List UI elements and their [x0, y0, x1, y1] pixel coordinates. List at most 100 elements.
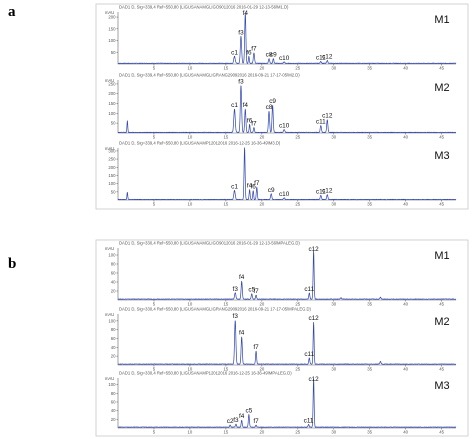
panel-a-trace-m2-y-tick-label: 200 — [108, 91, 116, 96]
panel-a-trace-m1-x-tick-label: 30 — [331, 66, 336, 71]
panel-b-trace-m2-sample-label: M2 — [434, 316, 449, 328]
panel-a-trace-m2-x-tick-label: 15 — [223, 135, 228, 140]
panel-a-trace-m3-y-tick-label: 300 — [108, 148, 116, 153]
panel-a-trace-m3-peak-c9: c9 — [268, 187, 275, 194]
panel-a-trace-m2-y-tick-label: 100 — [108, 111, 116, 116]
panel-b-trace-m3-y-tick-label: 60 — [111, 400, 116, 405]
panel-a-trace-m2-y-tick-label: 250 — [108, 81, 116, 86]
panel-a-trace-m1-peak-c8: c8 — [266, 52, 273, 59]
panel-b-trace-m1-peak-f3: f3 — [233, 286, 239, 293]
panel-b-trace-m2-x-tick-label: 20 — [259, 367, 264, 372]
panel-a-trace-m1-header: DAD1 D, Sig=339,4 Ref=550,80 (LIGUSANAMG… — [119, 5, 289, 10]
panel-b-trace-m3-peak-c2: c2 — [227, 418, 234, 425]
panel-b-trace-m3-sample-label: M3 — [434, 380, 449, 392]
panel-b-trace-m1-y-tick-label: 80 — [111, 262, 116, 267]
panel-a-trace-m3-x-tick-label: 30 — [331, 202, 336, 207]
panel-a-trace-m2-y-tick-label: 150 — [108, 101, 116, 106]
panel-b-trace-m2-y-tick-label: 20 — [111, 354, 116, 359]
panel-b-trace-m1-y-unit: mAU — [105, 246, 114, 251]
panel-b-trace-m1-x-tick-label: 25 — [295, 302, 300, 307]
panel-a-trace-m2-x-tick-label: 35 — [367, 135, 372, 140]
panel-b-trace-m3-y-tick-label: 40 — [111, 408, 116, 413]
panel-a-trace-m3-peak-c11: c11 — [316, 188, 326, 195]
panel-a-trace-m1-peak-c1: c1 — [231, 49, 238, 56]
panel-b-trace-m2-peak-f3: f3 — [233, 313, 239, 320]
panel-b-trace-m3-peak-c12: c12 — [308, 376, 319, 383]
panel-a-trace-m3-y-tick-label: 250 — [108, 157, 116, 162]
panel-b-trace-m3-x-tick-label: 30 — [331, 430, 336, 435]
panel-b-trace-m3-y-tick-label: 100 — [108, 382, 116, 387]
panel-b-trace-m2-x-tick-label: 30 — [331, 367, 336, 372]
panel-a-trace-m3-y-tick-label: 100 — [108, 181, 116, 186]
panel-b-trace-m3-y-unit: mAU — [105, 376, 114, 381]
panel-a-trace-m1-x-tick-label: 10 — [188, 66, 193, 71]
panel-a-trace-m2-peak-c12: c12 — [322, 113, 333, 120]
panel-a-trace-m1-y-unit: mAU — [105, 10, 114, 15]
panel-a-trace-m3-y-unit: mAU — [105, 146, 114, 151]
panel-b-trace-m1-y-tick-label: 40 — [111, 280, 116, 285]
panel-b-trace-m2-y-tick-label: 80 — [111, 327, 116, 332]
panel-b-trace-m2-y-tick-label: 60 — [111, 336, 116, 341]
panel-a-trace-m2-header: DAD1 D, Sig=339,4 Ref=550,80 (LIGUSANAMG… — [119, 73, 300, 78]
panel-b-trace-m1-peak-f7: f7 — [253, 288, 259, 295]
panel-a-trace-m2-x-tick-label: 25 — [295, 135, 300, 140]
panel-a-trace-m2-axes — [117, 80, 456, 134]
panel-b-trace-m2-y-tick-label: 100 — [108, 318, 116, 323]
panel-a-trace-m1-y-tick-label: 100 — [108, 38, 116, 43]
panel-b-trace-m2-x-tick-label: 35 — [367, 367, 372, 372]
panel-b-trace-m1-x-tick-label: 10 — [188, 302, 193, 307]
panel-b-trace-m1-peak-c11: c11 — [304, 286, 314, 293]
panel-b-trace-m3-x-tick-label: 40 — [403, 430, 408, 435]
panel-a-trace-m3-x-tick-label: 35 — [367, 202, 372, 207]
panel-b-trace-m1-header: DAD1 D, Sig=330,4 Ref=550,80 (LIGUSANAMG… — [119, 241, 300, 246]
panel-b-trace-m2-x-tick-label: 25 — [295, 367, 300, 372]
panel-a-trace-m1-peak-f4: f4 — [243, 10, 249, 17]
panel-a-trace-m3-peak-c12: c12 — [322, 188, 333, 195]
panel-a-trace-m2-peak-f6: f6 — [247, 118, 253, 125]
panel-a-trace-m3-peak-c1: c1 — [231, 184, 238, 191]
panel-a-trace-m1-axes — [117, 12, 456, 65]
panel-a-trace-m1-x-tick-label: 40 — [403, 66, 408, 71]
panel-a-trace-m1-x-tick-label: 20 — [259, 66, 264, 71]
panel-b-trace-m3-y-tick-label: 20 — [111, 417, 116, 422]
panel-a-trace-m3-y-tick-label: 50 — [111, 189, 116, 194]
panel-a-trace-m3-sample-label: M3 — [434, 150, 449, 162]
panel-b-trace-m1-signal — [117, 250, 457, 300]
panel-b-trace-m3-x-tick-label: 15 — [223, 430, 228, 435]
panel-a-trace-m2-peak-c11: c11 — [316, 119, 326, 126]
panel-a-trace-m2-x-tick-label: 45 — [439, 135, 444, 140]
panel-b-trace-m1-peak-c5: c5 — [248, 287, 255, 294]
panel-b-trace-m3-x-tick-label: 5 — [153, 430, 156, 435]
panel-b-trace-m2-peak-f7: f7 — [253, 344, 259, 351]
panel-b-trace-m1-y-tick-label: 20 — [111, 289, 116, 294]
panel-b-trace-m1-peak-c12: c12 — [308, 246, 319, 253]
panel-a-trace-m1-signal — [117, 12, 457, 64]
panel-b-trace-m2-y-tick-label: 40 — [111, 345, 116, 350]
panel-a-trace-m3-x-tick-label: 45 — [439, 202, 444, 207]
panel-b-trace-m2-y-unit: mAU — [105, 312, 114, 317]
panel-a-trace-m2-x-tick-label: 20 — [259, 135, 264, 140]
panel-b-trace-m3-peak-f7: f7 — [253, 418, 259, 425]
panel-b-trace-m3-x-tick-label: 20 — [259, 430, 264, 435]
panel-a-trace-m2-sample-label: M2 — [434, 82, 449, 94]
panel-b-trace-m2-x-tick-label: 10 — [188, 367, 193, 372]
panel-b-trace-m3-axes — [117, 378, 456, 429]
panel-a-trace-m3-peak-f7: f7 — [254, 180, 260, 187]
panel-b-frame — [95, 239, 469, 437]
panel-a-trace-m2-peak-c1: c1 — [231, 102, 238, 109]
panel-b-trace-m3-x-tick-label: 10 — [188, 430, 193, 435]
panel-b-trace-m3-peak-c11: c11 — [304, 418, 314, 425]
panel-b-trace-m1-y-tick-label: 60 — [111, 271, 116, 276]
panel-b-trace-m1-axes — [117, 248, 456, 301]
panel-b-trace-m2-peak-c11: c11 — [304, 351, 314, 358]
panel-a-trace-m2-x-tick-label: 10 — [188, 135, 193, 140]
panel-b-trace-m1-x-tick-label: 40 — [403, 302, 408, 307]
panel-a-trace-m3-x-tick-label: 10 — [188, 202, 193, 207]
panel-b-trace-m2-signal — [117, 320, 457, 365]
panel-a-trace-m3-x-tick-label: 20 — [259, 202, 264, 207]
panel-b-trace-m2-x-tick-label: 15 — [223, 367, 228, 372]
panel-b-label: b — [8, 256, 17, 272]
panel-a-trace-m1-y-tick-label: 150 — [108, 26, 116, 31]
panel-a-trace-m3-x-tick-label: 15 — [223, 202, 228, 207]
panel-a-trace-m1-x-tick-label: 5 — [153, 66, 156, 71]
